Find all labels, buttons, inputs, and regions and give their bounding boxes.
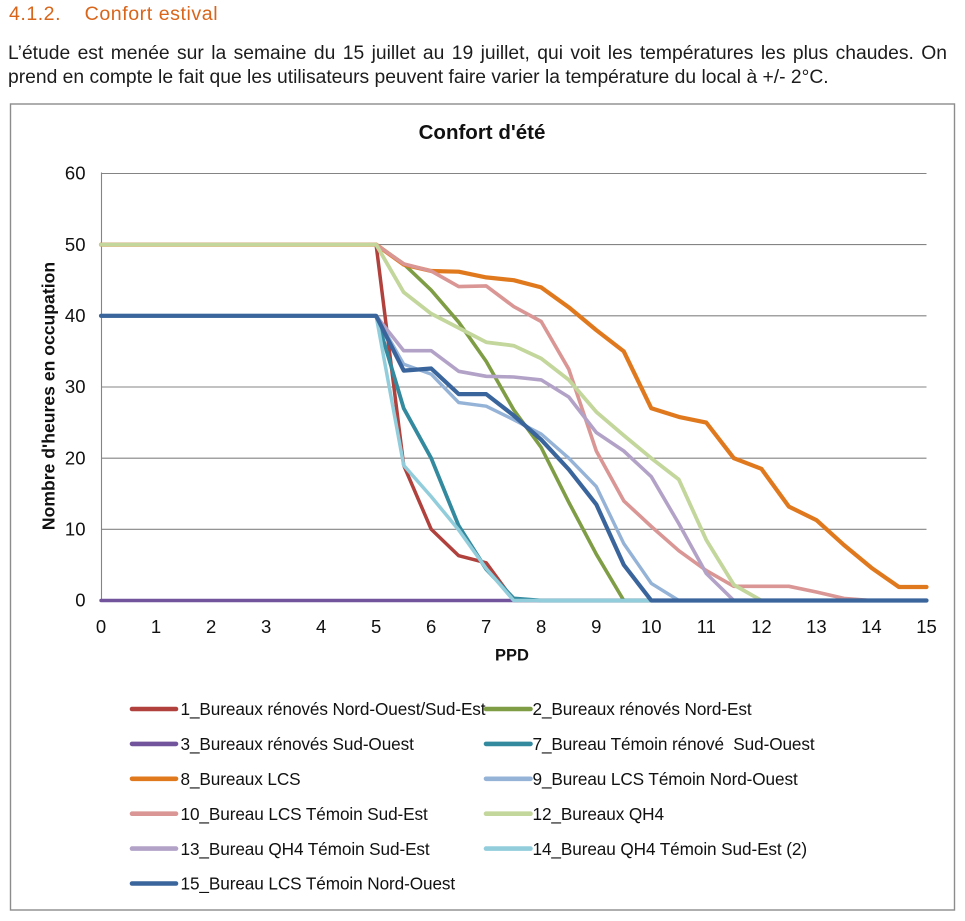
svg-text:10_Bureau LCS Témoin Sud-Est: 10_Bureau LCS Témoin Sud-Est	[181, 804, 429, 824]
svg-text:7: 7	[481, 616, 491, 637]
svg-text:8_Bureaux LCS: 8_Bureaux LCS	[181, 769, 301, 789]
svg-text:7_Bureau Témoin rénové Sud-Ou: 7_Bureau Témoin rénové Sud-Ouest	[533, 734, 815, 754]
svg-text:6: 6	[426, 616, 436, 637]
svg-text:50: 50	[65, 234, 86, 255]
svg-text:1: 1	[151, 616, 161, 637]
svg-text:0: 0	[75, 590, 85, 611]
svg-text:Nombre d'heures en occupation: Nombre d'heures en occupation	[39, 262, 59, 530]
svg-text:2_Bureaux rénovés Nord-Est: 2_Bureaux rénovés Nord-Est	[533, 699, 752, 719]
svg-text:12_Bureaux QH4: 12_Bureaux QH4	[533, 804, 665, 824]
svg-text:1_Bureaux rénovés Nord-Ouest/S: 1_Bureaux rénovés Nord-Ouest/Sud-Est	[181, 699, 486, 719]
svg-text:13_Bureau QH4 Témoin Sud-Est: 13_Bureau QH4 Témoin Sud-Est	[181, 839, 430, 859]
svg-text:13: 13	[806, 616, 827, 637]
svg-text:Confort d'été: Confort d'été	[419, 121, 546, 144]
svg-text:9: 9	[591, 616, 601, 637]
svg-text:0: 0	[96, 616, 106, 637]
svg-text:2: 2	[206, 616, 216, 637]
svg-text:14: 14	[861, 616, 882, 637]
svg-text:15: 15	[916, 616, 937, 637]
svg-text:4: 4	[316, 616, 326, 637]
svg-text:15_Bureau LCS Témoin Nord-Oues: 15_Bureau LCS Témoin Nord-Ouest	[181, 874, 456, 894]
svg-text:10: 10	[641, 616, 662, 637]
svg-text:8: 8	[536, 616, 546, 637]
svg-text:PPD: PPD	[495, 647, 529, 665]
svg-text:30: 30	[65, 376, 86, 397]
svg-text:20: 20	[65, 447, 86, 468]
svg-text:60: 60	[65, 163, 86, 184]
svg-text:3: 3	[261, 616, 271, 637]
svg-text:3_Bureaux rénovés Sud-Ouest: 3_Bureaux rénovés Sud-Ouest	[181, 734, 415, 754]
svg-text:10: 10	[65, 519, 86, 540]
svg-text:14_Bureau QH4 Témoin Sud-Est (: 14_Bureau QH4 Témoin Sud-Est (2)	[533, 839, 808, 859]
svg-text:12: 12	[751, 616, 772, 637]
svg-text:9_Bureau LCS Témoin Nord-Ouest: 9_Bureau LCS Témoin Nord-Ouest	[533, 769, 798, 789]
svg-text:40: 40	[65, 305, 86, 326]
svg-text:11: 11	[697, 616, 716, 637]
svg-text:5: 5	[371, 616, 381, 637]
